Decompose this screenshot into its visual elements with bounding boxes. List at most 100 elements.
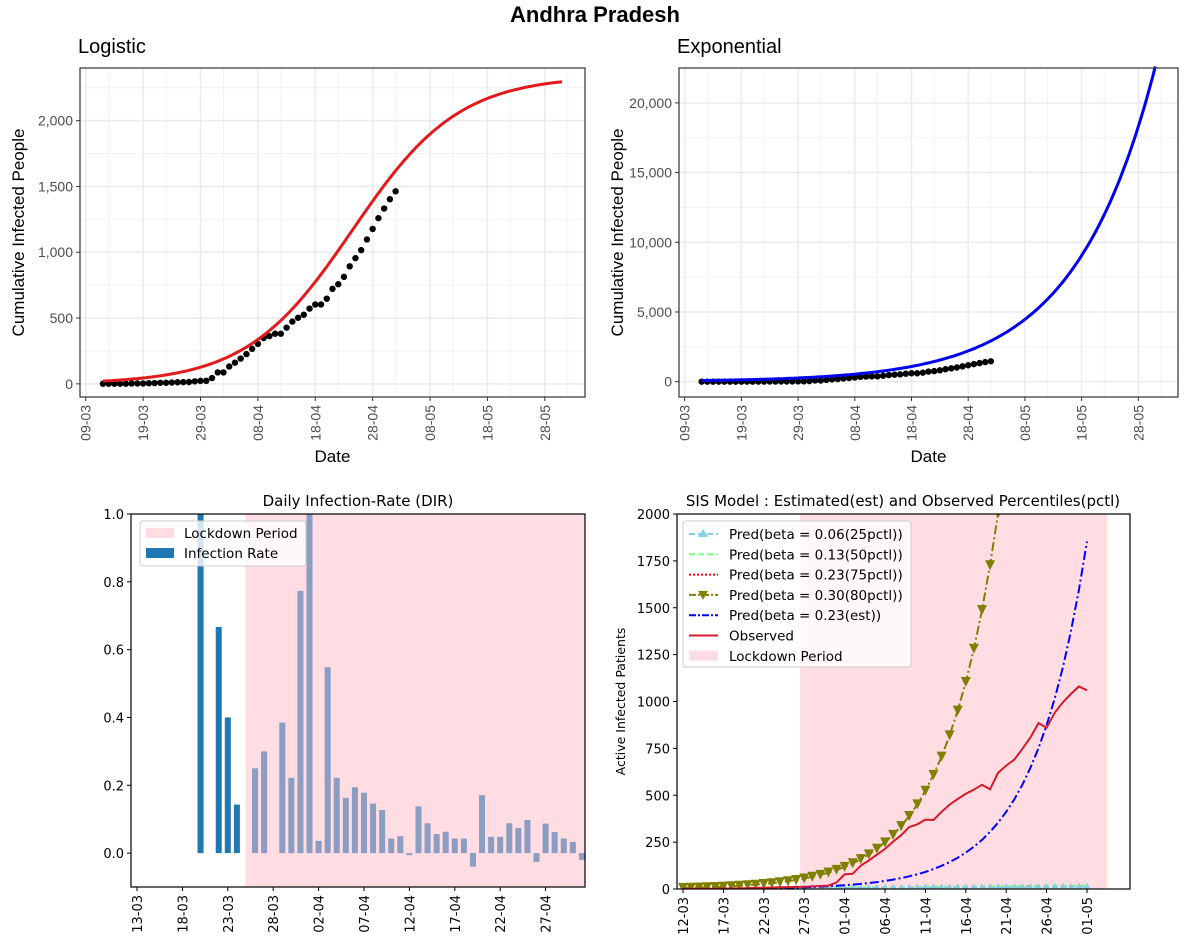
marker-triangle-down <box>774 877 785 888</box>
observed-point <box>891 371 898 378</box>
marker-triangle-up <box>890 883 897 889</box>
marker-triangle-down <box>847 858 858 869</box>
observed-point <box>817 377 824 384</box>
legend-label: Pred(beta = 0.30(80pctl)) <box>729 588 903 604</box>
x-tick-label: 27-04 <box>540 895 555 933</box>
x-tick-label: 01-04 <box>839 897 854 935</box>
dir-chart: Daily Infection-Rate (DIR) 0.0 0.2 0.4 0.6 0.… <box>103 492 586 933</box>
plot-background <box>679 68 1178 397</box>
axes-frame <box>130 513 586 888</box>
observed-point <box>323 295 330 302</box>
bar <box>560 838 567 854</box>
observed-point <box>214 369 221 376</box>
y-tick-label: 0 <box>664 374 672 390</box>
observed-point <box>851 374 858 381</box>
marker-triangle-up <box>1002 883 1010 889</box>
observed-point <box>231 359 239 366</box>
marker-triangle-up <box>881 883 889 889</box>
marker-triangle-up <box>922 883 929 889</box>
bar <box>333 777 340 854</box>
x-tick-label: 26-04 <box>1041 897 1056 935</box>
marker-triangle-down <box>815 869 826 880</box>
bar <box>233 804 240 854</box>
observed-point <box>987 358 995 365</box>
marker-triangle-down <box>823 867 834 878</box>
x-tick-label: 09-03 <box>78 405 94 441</box>
marker-triangle-up <box>1051 882 1059 889</box>
marker-triangle-up <box>962 883 970 889</box>
x-tick-label: 22-03 <box>758 897 773 935</box>
bar <box>415 806 422 854</box>
x-tick-label: 11-04 <box>919 897 934 935</box>
marker-triangle-down <box>912 799 923 810</box>
bar <box>469 853 476 867</box>
marker-triangle-down <box>968 643 979 654</box>
x-tick-label: 29-03 <box>790 405 806 441</box>
x-tick-label: 28-05 <box>1130 405 1146 441</box>
observed-point <box>919 369 927 376</box>
x-tick-label: 19-03 <box>135 405 151 441</box>
marker-triangle-up <box>938 883 945 889</box>
observed-point <box>800 378 807 385</box>
marker-triangle-down <box>928 769 939 780</box>
bar <box>351 787 358 854</box>
marker-triangle-down <box>783 876 794 887</box>
y-tick-label: 0.0 <box>103 847 124 862</box>
marker-triangle-up <box>841 883 848 889</box>
observed-point <box>197 377 204 385</box>
x-tick-label: 01-05 <box>1081 897 1096 935</box>
observed-point <box>902 370 910 377</box>
bar <box>497 836 504 854</box>
observed-point <box>168 379 176 386</box>
observed-point <box>139 380 147 387</box>
y-tick-label: 500 <box>50 310 74 326</box>
series-line-80pctl <box>682 514 1000 889</box>
y-tick-label: 2000 <box>637 508 670 523</box>
marker-triangle-up <box>1035 882 1043 889</box>
series-line-observed <box>683 685 1088 889</box>
panel-title: Exponential <box>677 36 782 58</box>
legend-marker <box>698 590 708 600</box>
marker-triangle-down <box>920 785 931 796</box>
marker-triangle-down <box>799 873 810 884</box>
observed-point <box>243 350 250 358</box>
observed-point <box>312 301 319 308</box>
marker-triangle-up <box>978 883 986 889</box>
observed-point <box>982 358 989 366</box>
x-tick-label: 18-03 <box>176 895 191 933</box>
observed-point <box>220 369 227 376</box>
observed-point <box>277 330 285 337</box>
observed-point <box>346 263 353 270</box>
marker-triangle-up <box>865 883 872 889</box>
marker-triangle-down <box>880 837 890 848</box>
marker-triangle-up <box>914 883 921 889</box>
x-tick-label: 06-04 <box>879 897 894 935</box>
bar <box>433 834 440 854</box>
fit-curve <box>102 80 563 383</box>
x-tick-label: 18-04 <box>903 405 919 441</box>
logistic-chart: Logistic 0 500 1,000 1,500 2,000 09-03 19-03 29-… <box>9 36 586 466</box>
marker-triangle-down <box>944 730 955 741</box>
y-tick-label: 2,000 <box>38 113 73 129</box>
y-tick-label: 1500 <box>637 602 670 617</box>
marker-triangle-up <box>873 883 880 889</box>
legend-marker <box>698 529 708 537</box>
marker-triangle-down <box>718 881 729 889</box>
observed-point <box>335 281 342 288</box>
x-tick-label: 18-05 <box>1074 405 1090 441</box>
x-tick-label: 29-03 <box>193 405 209 441</box>
y-tick-label: 0 <box>65 376 73 392</box>
y-tick-label: 0 <box>662 883 670 898</box>
observed-point <box>363 236 371 243</box>
observed-point <box>896 371 904 378</box>
observed-point <box>392 188 399 195</box>
marker-triangle-up <box>898 883 905 889</box>
x-tick-label: 08-04 <box>250 405 266 441</box>
panel-title: SIS Model : Estimated(est) and Observed … <box>686 492 1120 510</box>
observed-point <box>162 379 170 386</box>
figure-title: Andhra Pradesh <box>510 2 680 27</box>
observed-point <box>180 378 187 386</box>
legend-label: Lockdown Period <box>729 649 843 665</box>
observed-point <box>947 365 955 372</box>
